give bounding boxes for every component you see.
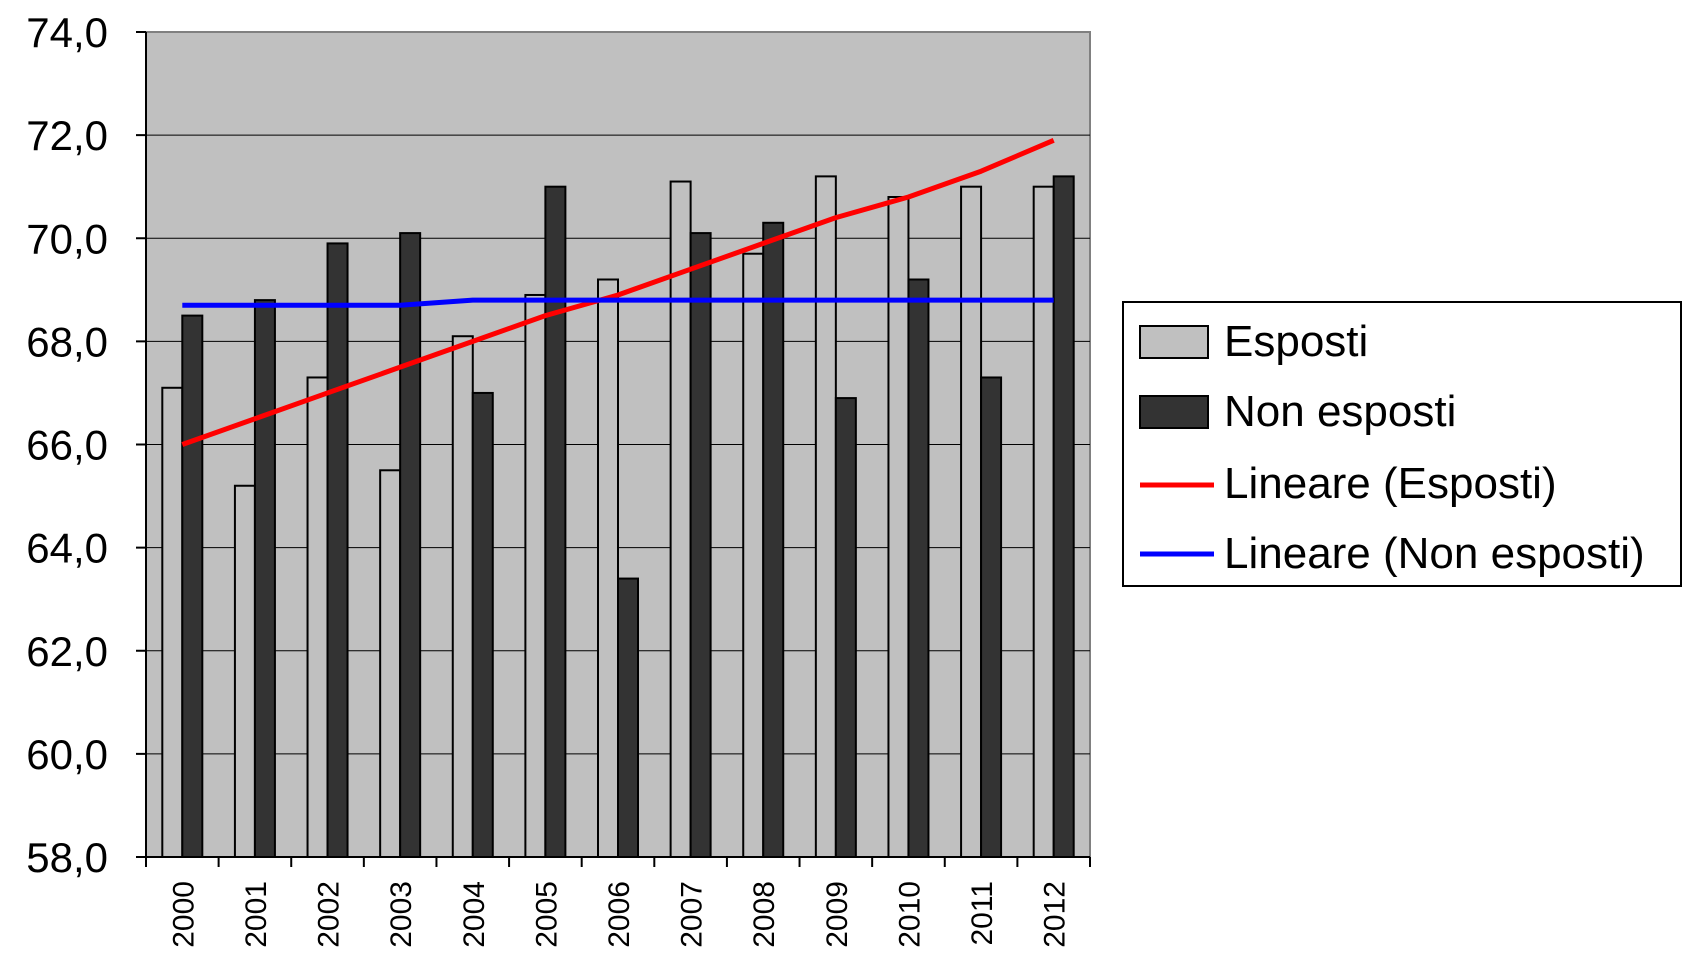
x-tick-label: 2007 <box>676 881 709 948</box>
bar-esposti-2000 <box>161 386 184 858</box>
bar-non-esposti-2002 <box>326 242 349 858</box>
bars <box>161 175 1075 858</box>
bar-esposti-2002 <box>306 376 329 858</box>
bar-esposti-2003 <box>379 469 402 858</box>
y-tick-label: 70,0 <box>26 215 108 262</box>
x-tick-label: 2012 <box>1039 881 1072 948</box>
bar-non-esposti-2012 <box>1052 175 1075 858</box>
trendline-lineare-non-esposti <box>182 297 1054 308</box>
x-tick-label: 2010 <box>893 881 926 948</box>
legend-label-esposti: Esposti <box>1224 317 1368 366</box>
y-tick-label: 64,0 <box>26 525 108 572</box>
bar-esposti-2012 <box>1032 185 1055 858</box>
bar-non-esposti-2008 <box>762 221 785 858</box>
y-tick-label: 74,0 <box>26 9 108 56</box>
bar-esposti-2008 <box>742 252 765 858</box>
legend-label-lineare-esposti: Lineare (Esposti) <box>1224 459 1557 508</box>
x-tick-label: 2000 <box>167 881 200 948</box>
bar-non-esposti-2011 <box>980 376 1003 858</box>
bar-esposti-2011 <box>960 185 983 858</box>
bar-non-esposti-2009 <box>834 397 857 858</box>
bar-non-esposti-2000 <box>181 314 204 858</box>
x-tick-label: 2003 <box>385 881 418 948</box>
y-tick-label: 60,0 <box>26 731 108 778</box>
bar-non-esposti-2010 <box>907 278 930 858</box>
x-tick-label: 2001 <box>240 881 273 948</box>
x-tick-label: 2005 <box>530 881 563 948</box>
x-tick-label: 2006 <box>603 881 636 948</box>
x-tick-label: 2011 <box>966 881 999 946</box>
legend-box <box>1122 301 1682 587</box>
bar-esposti-2005 <box>524 293 547 858</box>
y-tick-label: 68,0 <box>26 318 108 365</box>
y-tick-label: 58,0 <box>26 834 108 881</box>
bar-esposti-2001 <box>233 484 256 858</box>
trendlines <box>181 137 1055 447</box>
bar-esposti-2010 <box>887 196 910 858</box>
legend-label-non-esposti: Non esposti <box>1224 387 1456 436</box>
bar-non-esposti-2004 <box>471 391 494 858</box>
x-tick-label: 2008 <box>748 881 781 948</box>
bar-non-esposti-2005 <box>544 185 567 858</box>
y-tick-label: 66,0 <box>26 422 108 469</box>
legend-swatch-esposti <box>1139 325 1209 359</box>
y-tick-label: 72,0 <box>26 112 108 159</box>
y-tick-label: 62,0 <box>26 628 108 675</box>
bar-esposti-2009 <box>814 175 837 858</box>
x-tick-label: 2009 <box>821 881 854 948</box>
bar-non-esposti-2001 <box>253 299 276 858</box>
trendline-lineare-esposti <box>181 137 1055 447</box>
legend: Esposti Non esposti Lineare (Esposti) Li… <box>1122 301 1682 587</box>
axes <box>136 31 1091 867</box>
bar-esposti-2007 <box>669 180 692 858</box>
bar-esposti-2006 <box>597 278 619 858</box>
x-tick-label: 2004 <box>458 881 491 948</box>
bar-non-esposti-2006 <box>617 577 639 858</box>
bar-non-esposti-2007 <box>689 232 712 858</box>
x-tick-label: 2002 <box>313 881 346 948</box>
legend-swatch-non-esposti <box>1139 395 1209 429</box>
x-axis-tick-labels: 2000 2001 2002 2003 2004 2005 2006 2007 2008 2009… <box>167 881 1071 948</box>
bar-esposti-2004 <box>451 335 474 858</box>
legend-label-lineare-non-esposti: Lineare (Non esposti) <box>1224 529 1645 578</box>
bar-non-esposti-2003 <box>399 232 422 858</box>
y-axis-tick-labels: 74,0 72,0 70,0 68,0 66,0 64,0 62,0 60,0 58,0 <box>26 9 108 881</box>
